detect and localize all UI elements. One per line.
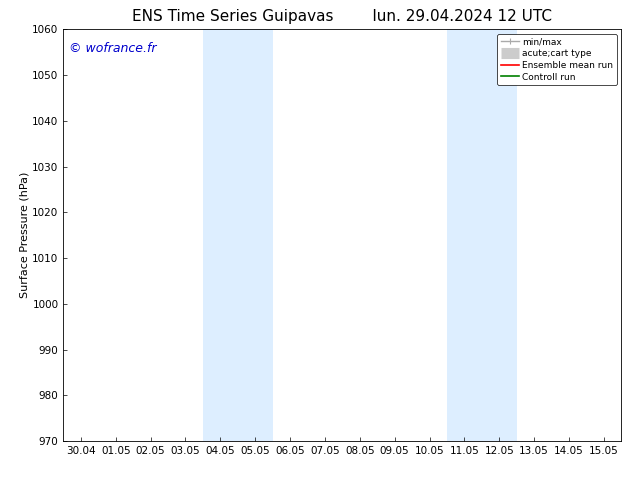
Legend: min/max, acute;cart type, Ensemble mean run, Controll run: min/max, acute;cart type, Ensemble mean … bbox=[497, 34, 617, 85]
Bar bbox=[203, 29, 273, 441]
Title: ENS Time Series Guipavas        lun. 29.04.2024 12 UTC: ENS Time Series Guipavas lun. 29.04.2024… bbox=[133, 9, 552, 24]
Bar bbox=[447, 29, 517, 441]
Y-axis label: Surface Pressure (hPa): Surface Pressure (hPa) bbox=[20, 172, 30, 298]
Text: © wofrance.fr: © wofrance.fr bbox=[69, 42, 157, 55]
